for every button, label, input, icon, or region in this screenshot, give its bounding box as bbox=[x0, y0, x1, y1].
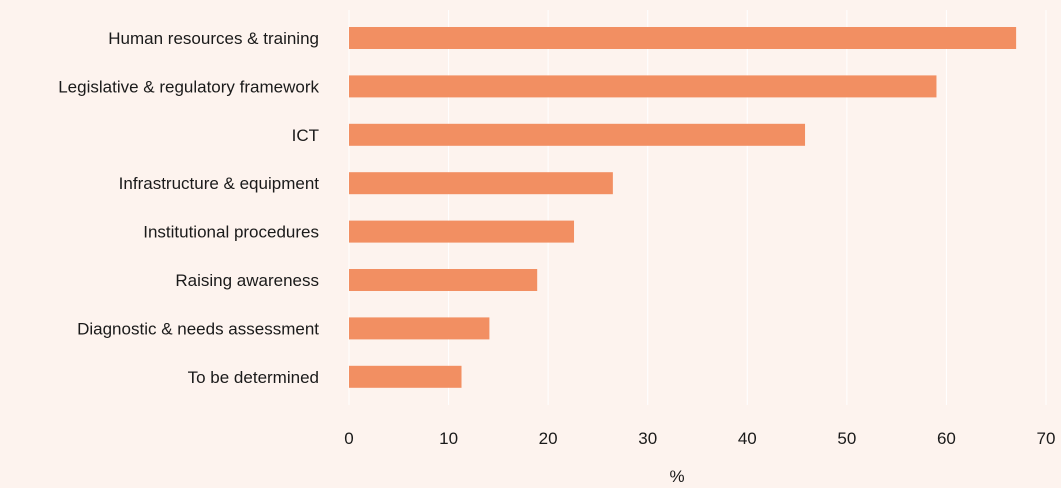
category-label: ICT bbox=[292, 126, 319, 145]
x-tick-label: 30 bbox=[638, 429, 657, 448]
x-tick-label: 60 bbox=[937, 429, 956, 448]
bar bbox=[349, 75, 937, 98]
bar bbox=[349, 27, 1017, 49]
bars bbox=[349, 27, 1017, 388]
x-tick-label: 20 bbox=[539, 429, 558, 448]
x-tick-label: 70 bbox=[1037, 429, 1056, 448]
bar bbox=[349, 172, 613, 195]
x-tick-label: 10 bbox=[439, 429, 458, 448]
category-label: Diagnostic & needs assessment bbox=[77, 319, 319, 338]
x-tick-label: 50 bbox=[837, 429, 856, 448]
bar bbox=[349, 269, 538, 291]
bar bbox=[349, 220, 575, 243]
x-axis-title: % bbox=[669, 467, 684, 486]
category-label: Infrastructure & equipment bbox=[119, 174, 320, 193]
category-label: Institutional procedures bbox=[143, 223, 319, 242]
bar bbox=[349, 317, 490, 340]
gridlines bbox=[348, 10, 1047, 405]
category-label: Raising awareness bbox=[175, 271, 319, 290]
category-label: Human resources & training bbox=[108, 29, 319, 48]
x-tick-label: 0 bbox=[344, 429, 353, 448]
x-tick-labels: 0 10 20 30 40 50 60 70 bbox=[344, 429, 1055, 448]
x-tick-label: 40 bbox=[738, 429, 757, 448]
category-labels: Human resources & training Legislative & … bbox=[58, 29, 319, 387]
category-label: Legislative & regulatory framework bbox=[58, 77, 319, 96]
category-label: To be determined bbox=[188, 368, 319, 387]
bar bbox=[349, 123, 806, 146]
bar bbox=[349, 365, 462, 388]
